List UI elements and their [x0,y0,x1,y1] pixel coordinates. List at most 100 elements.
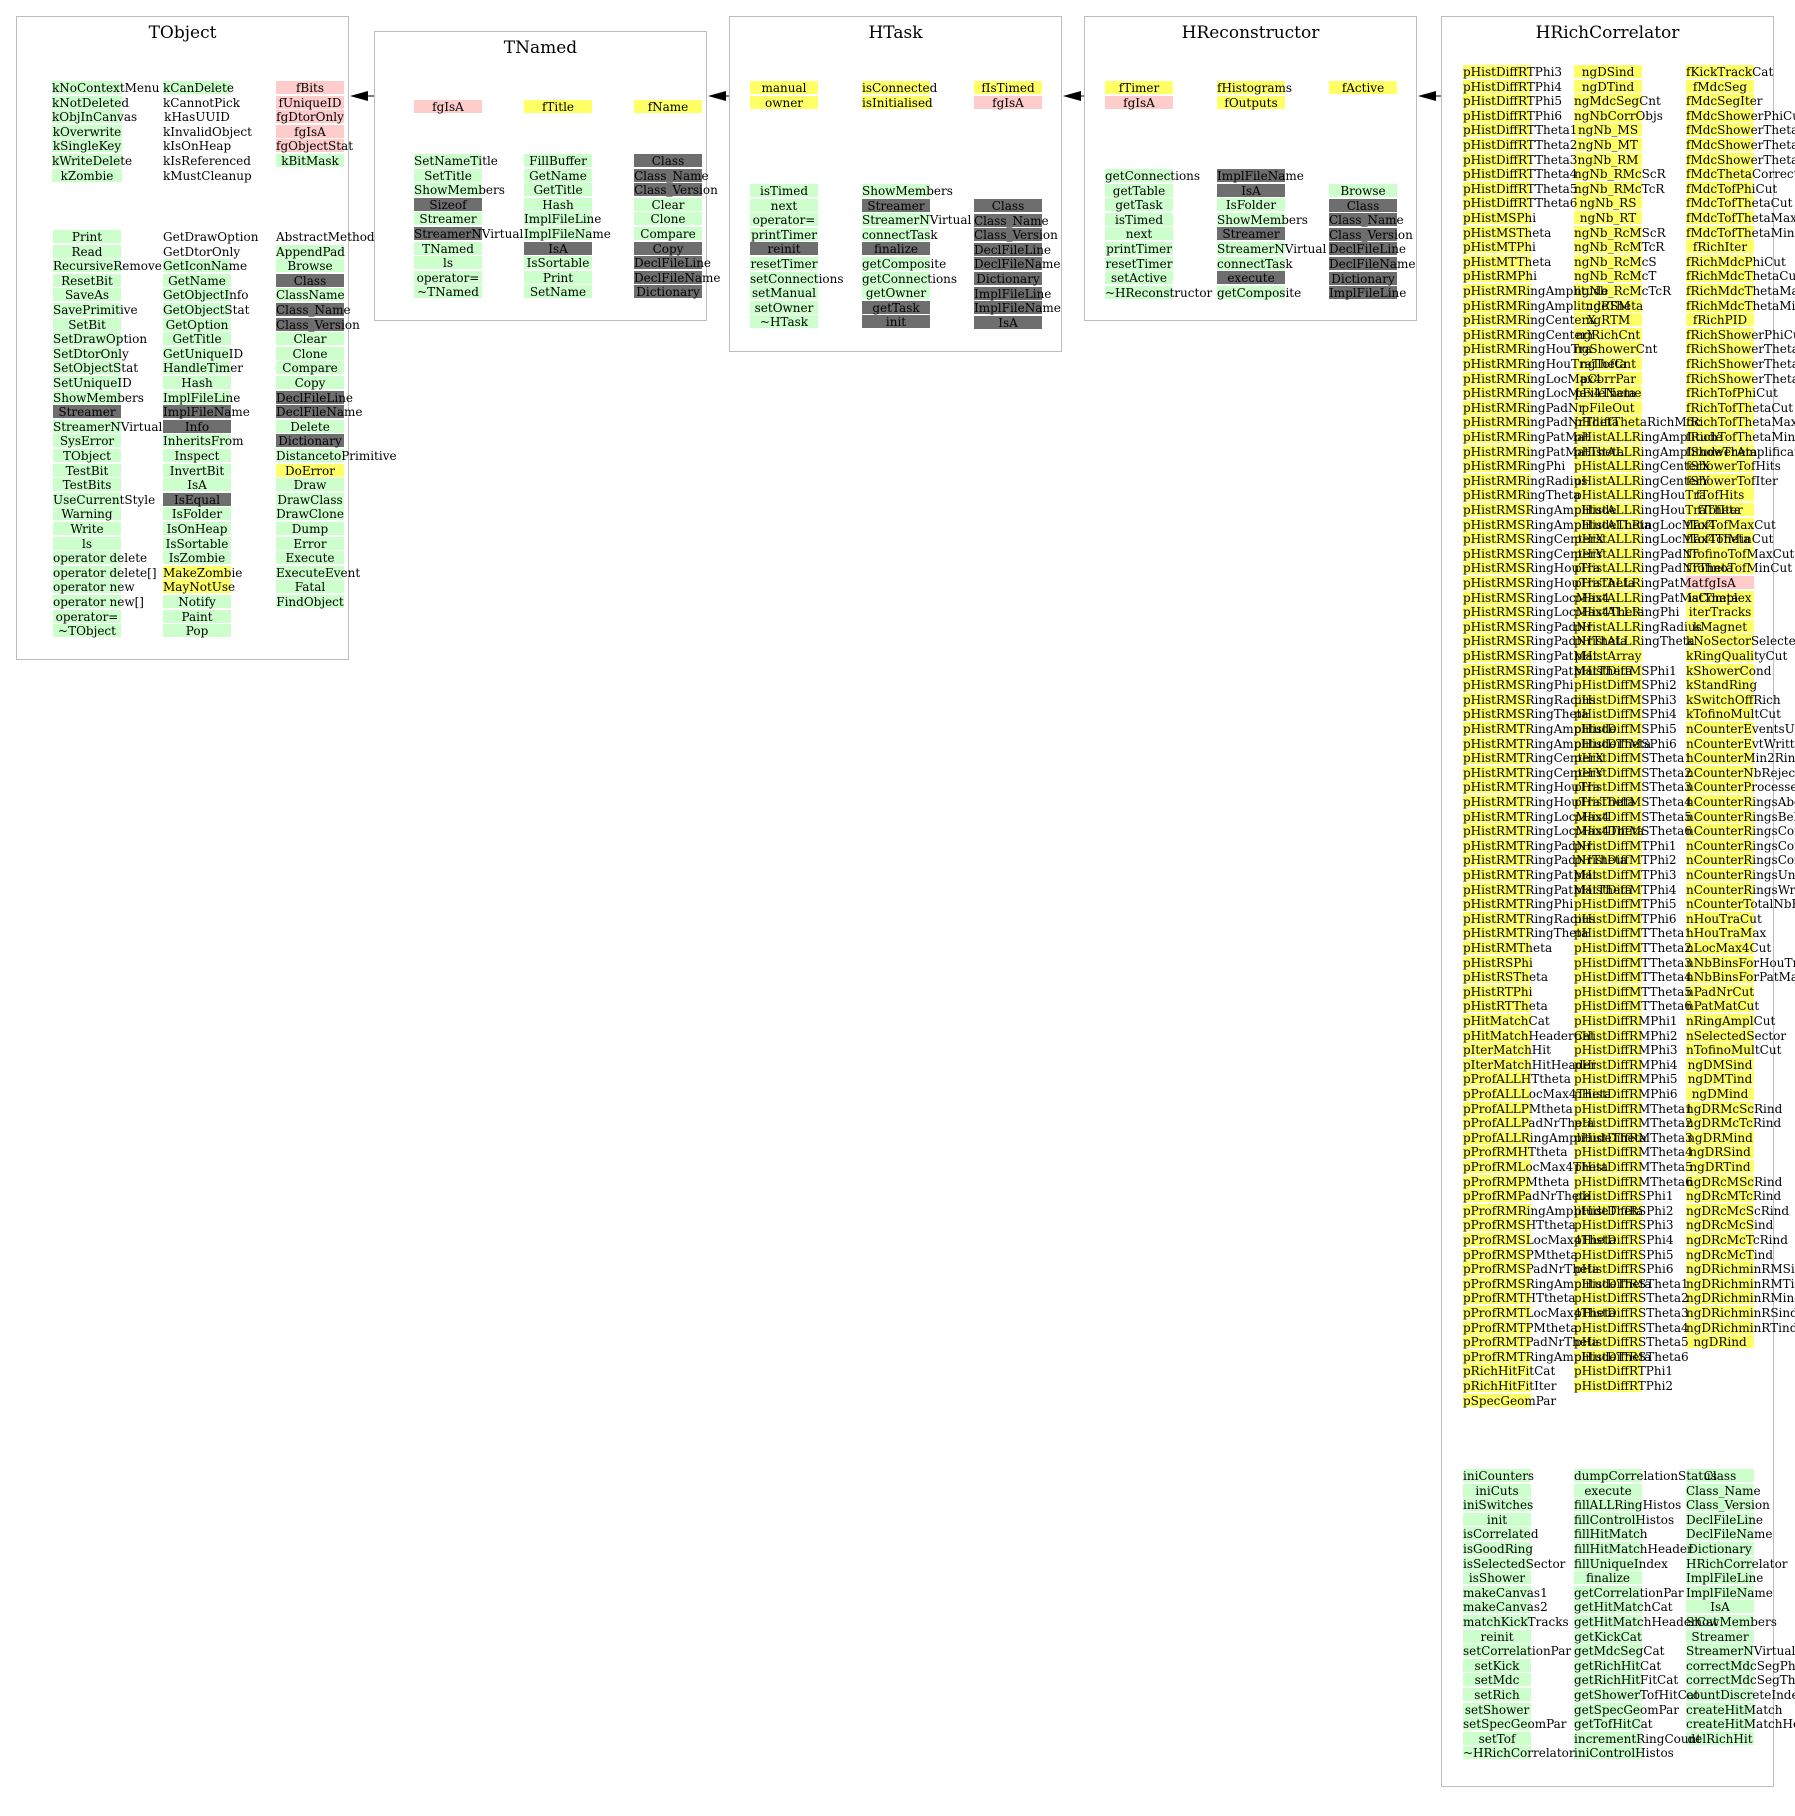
member-highlight [52,95,122,109]
member-highlight [163,317,231,331]
member-highlight [163,507,231,521]
member-label: Error [293,536,327,551]
member-highlight [524,285,592,299]
member-highlight [276,463,344,477]
member-highlight [53,244,121,258]
member-item: ClassName [276,288,345,302]
member-item: Compare [276,361,344,375]
member-highlight [52,110,122,124]
member-item: GetTitle [163,332,231,346]
member-item: fName [634,100,702,114]
member-label: fName [647,100,689,114]
member-highlight [276,288,344,302]
member-highlight [53,595,121,608]
member-highlight [163,346,231,360]
member-highlight [53,580,121,594]
member-label: HandleTimer [163,361,244,376]
member-label: ShowMembers [53,390,144,405]
member-item: kNotDeleted [52,95,129,110]
member-item: MayNotUse [163,580,235,594]
member-item: DrawClone [276,507,344,521]
member-item: TestBit [53,463,121,478]
member-item: Clear [634,197,702,212]
member-item: DeclFileName [276,405,363,419]
member-label: TestBits [62,478,112,493]
member-highlight [163,463,231,477]
member-label: ls [82,536,92,551]
member-label: Hash [542,197,574,212]
member-label: AbstractMethod [276,230,375,244]
member-item: Clear [276,332,344,346]
member-highlight [163,332,231,346]
member-highlight [276,317,344,331]
member-label: kSingleKey [52,139,122,154]
member-label: SavePrimitive [53,303,138,317]
member-label: SetName [529,285,587,300]
member-highlight [414,256,482,270]
arrowhead-icon [708,91,726,101]
member-item: kIsOnHeap [163,139,231,153]
member-highlight [276,390,344,404]
member-item: Fatal [276,580,344,594]
member-item: IsOnHeap [163,522,231,536]
member-highlight [53,361,121,375]
member-highlight [276,332,344,346]
member-highlight [414,100,482,113]
member-label: Inspect [174,449,220,463]
member-label: FillBuffer [529,154,587,168]
member-highlight [53,522,121,535]
member-label: kCanDelete [163,81,234,95]
member-item: IsA [163,478,231,492]
member-label: fBits [295,81,325,95]
member-item: kNoContextMenu [52,81,160,95]
member-label: GetOption [165,317,229,332]
member-label: kCannotPick [163,95,241,110]
member-label: operator new[] [53,595,144,609]
member-item: Paint [163,609,231,624]
arrowhead-icon [350,91,368,101]
member-highlight [53,346,121,360]
member-label: Clone [650,212,686,227]
member-label: DrawClass [277,492,343,507]
member-item: Streamer [53,405,121,419]
member-item: fgDtorOnly [276,110,344,124]
member-item: fBits [276,81,344,95]
member-highlight [163,81,231,94]
member-label: GetObjectStat [163,303,250,317]
member-item: DeclFileLine [276,390,353,405]
member-highlight [52,124,122,138]
member-item: ImplFileLine [524,212,601,226]
member-label: ResetBit [61,273,113,288]
member-item: operator new [53,580,135,594]
member-highlight [163,551,231,565]
member-item: kMustCleanup [163,169,252,183]
member-highlight [524,227,592,240]
member-highlight [414,270,482,284]
member-highlight [276,110,344,124]
member-highlight [276,449,344,462]
member-item: GetUniqueID [163,346,243,361]
member-item: Clone [634,212,702,226]
member-item: Class_Name [634,168,709,183]
member-highlight [414,285,482,299]
member-item: Class [634,154,702,168]
member-label: kIsOnHeap [163,139,232,154]
member-highlight [634,183,702,197]
member-label: operator delete[] [53,565,157,580]
member-label: GetDrawOption [163,230,259,244]
member-highlight [276,522,344,535]
member-item: GetDrawOption [163,230,258,244]
member-item: Hash [524,197,592,212]
member-label: kOverwrite [52,124,122,139]
member-label: IsZombie [168,551,226,566]
member-label: SetDrawOption [53,332,148,347]
member-highlight [52,154,122,167]
member-item: kOverwrite [52,124,122,139]
member-item: Warning [53,507,121,521]
member-item: Dump [276,522,344,536]
member-item: SetDrawOption [53,332,147,346]
member-highlight [52,139,122,153]
member-item: Class_Version [634,183,718,197]
member-label: fgObjectStat [276,139,354,154]
member-highlight [276,565,344,579]
